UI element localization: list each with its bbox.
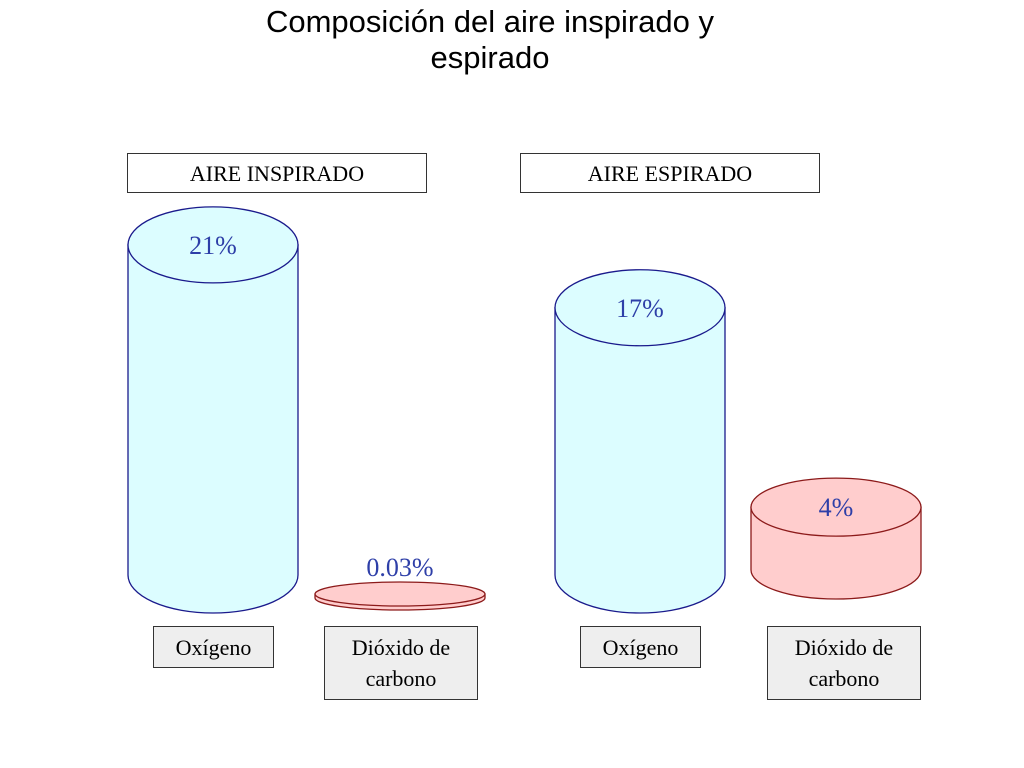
group-label-aire-inspirado: AIRE INSPIRADO: [127, 153, 427, 193]
cylinder-body: [127, 244, 299, 614]
cylinder-top: [750, 477, 922, 537]
category-label-line: carbono: [365, 666, 437, 691]
category-label-line: Dióxido de: [351, 635, 451, 660]
cylinder-top: [314, 581, 486, 607]
cylinder-bar-co2-espirado: 4%: [750, 477, 922, 600]
value-label-co2-espirado: 4%: [819, 493, 854, 522]
cylinder-bar-co2-inspirado: 0.03%: [314, 553, 486, 611]
cylinder-body: [554, 307, 726, 614]
category-label-oxigeno-espirado: Oxígeno: [580, 626, 701, 668]
value-label-oxygen-inspirado: 21%: [189, 231, 237, 260]
category-label-oxigeno-inspirado: Oxígeno: [153, 626, 274, 668]
cylinder-bar-oxygen-espirado: 17%: [554, 269, 726, 614]
cylinder-top: [554, 269, 726, 347]
value-label-co2-inspirado: 0.03%: [366, 553, 433, 582]
value-label-oxygen-espirado: 17%: [616, 294, 664, 323]
category-label-co2-espirado: Dióxido de carbono: [767, 626, 921, 700]
category-label-line: carbono: [808, 666, 880, 691]
chart-title-line-1: Composición del aire inspirado y: [265, 4, 714, 39]
cylinder-bar-oxygen-inspirado: 21%: [127, 206, 299, 614]
chart-title: Composición del aire inspirado y espirad…: [190, 4, 790, 76]
chart-title-line-2: espirado: [430, 40, 550, 75]
cylinder-top: [127, 206, 299, 284]
group-label-aire-espirado: AIRE ESPIRADO: [520, 153, 820, 193]
category-label-co2-inspirado: Dióxido de carbono: [324, 626, 478, 700]
category-label-line: Dióxido de: [794, 635, 894, 660]
